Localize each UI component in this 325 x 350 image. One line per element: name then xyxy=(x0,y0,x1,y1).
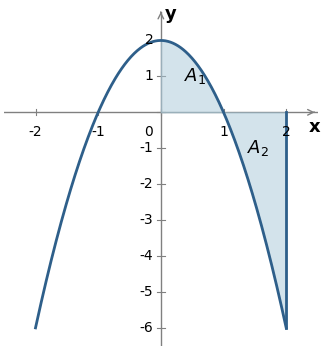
Text: -5: -5 xyxy=(140,285,153,299)
Text: 2: 2 xyxy=(145,34,153,48)
Text: $A_2$: $A_2$ xyxy=(247,138,269,158)
Text: 2: 2 xyxy=(282,125,291,139)
Text: 1: 1 xyxy=(219,125,228,139)
Text: -2: -2 xyxy=(29,125,42,139)
Text: 1: 1 xyxy=(144,69,153,83)
Text: -4: -4 xyxy=(140,249,153,263)
Text: -1: -1 xyxy=(139,141,153,155)
Text: -3: -3 xyxy=(140,213,153,227)
Text: -6: -6 xyxy=(139,321,153,335)
Text: y: y xyxy=(164,5,176,22)
Text: -1: -1 xyxy=(91,125,105,139)
Text: x: x xyxy=(309,118,320,136)
Text: $A_1$: $A_1$ xyxy=(184,66,206,86)
Text: 0: 0 xyxy=(145,125,153,139)
Text: -2: -2 xyxy=(140,177,153,191)
